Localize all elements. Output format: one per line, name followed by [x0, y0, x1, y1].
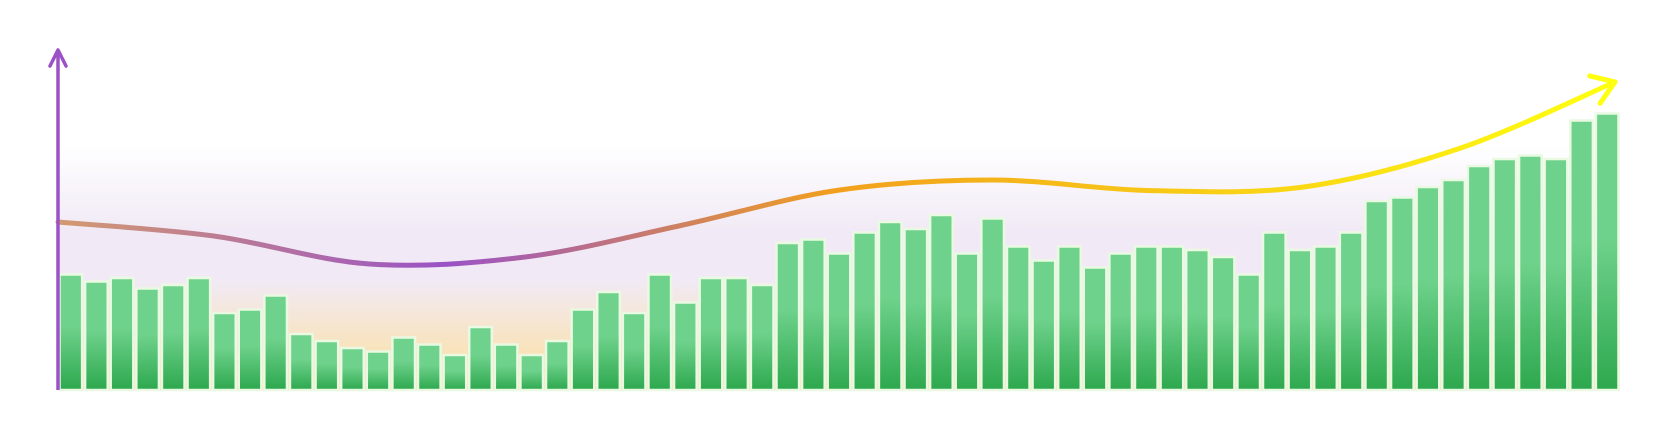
bar-44 — [1184, 248, 1211, 392]
bar-9 — [288, 332, 314, 392]
bar-11 — [339, 346, 366, 392]
bar-47 — [1261, 231, 1287, 392]
bar-41 — [1108, 252, 1134, 392]
bar-21 — [595, 290, 622, 392]
bar-53 — [1415, 185, 1441, 392]
bar-18 — [519, 353, 545, 392]
bar-7 — [237, 308, 263, 392]
bar-27 — [749, 283, 775, 392]
bar-45 — [1210, 255, 1236, 392]
bar-10 — [314, 339, 340, 392]
bar-52 — [1389, 196, 1415, 392]
trend-line — [55, 79, 1618, 268]
trend-line-arrowhead — [1587, 73, 1618, 106]
bar-5 — [186, 276, 212, 392]
bar-35 — [954, 252, 980, 392]
bar-37 — [1005, 245, 1031, 392]
bar-22 — [621, 311, 647, 392]
bar-39 — [1056, 245, 1083, 392]
bar-8 — [263, 294, 289, 392]
bar-48 — [1287, 248, 1313, 392]
bar-0 — [58, 273, 84, 392]
bar-49 — [1312, 245, 1339, 392]
bar-34 — [928, 213, 954, 392]
bar-55 — [1466, 164, 1492, 392]
bar-15 — [442, 353, 468, 392]
bar-54 — [1441, 178, 1467, 392]
bar-series — [58, 112, 1620, 392]
bar-40 — [1082, 266, 1108, 392]
bar-6 — [211, 311, 237, 392]
bar-20 — [570, 308, 596, 392]
bar-59 — [1569, 119, 1595, 392]
bar-23 — [647, 273, 673, 392]
bar-2 — [109, 276, 135, 392]
bar-30 — [826, 252, 852, 392]
bar-42 — [1133, 245, 1159, 392]
bar-50 — [1338, 231, 1364, 392]
bar-17 — [493, 343, 519, 392]
bar-58 — [1543, 157, 1569, 392]
bar-14 — [416, 343, 442, 392]
bar-56 — [1492, 157, 1518, 392]
bar-4 — [160, 283, 186, 392]
bar-24 — [672, 301, 698, 392]
bar-38 — [1031, 259, 1057, 392]
bar-12 — [365, 350, 391, 392]
bar-57 — [1517, 154, 1543, 392]
bar-13 — [391, 336, 417, 392]
bar-43 — [1159, 245, 1185, 392]
bar-25 — [698, 276, 724, 392]
bar-33 — [903, 227, 929, 392]
bar-28 — [775, 241, 801, 392]
bar-16 — [467, 325, 494, 392]
bar-36 — [980, 217, 1006, 392]
y-axis-arrowhead — [48, 48, 68, 68]
axes — [48, 48, 68, 390]
bar-3 — [135, 287, 161, 392]
bar-19 — [544, 339, 570, 392]
bar-32 — [877, 220, 903, 392]
bar-29 — [800, 238, 826, 392]
bar-51 — [1364, 199, 1390, 392]
bar-26 — [724, 276, 750, 392]
line-series — [55, 73, 1618, 268]
bar-46 — [1236, 273, 1262, 392]
bar-60 — [1594, 112, 1620, 392]
bar-1 — [83, 280, 109, 392]
bar-31 — [852, 231, 878, 392]
